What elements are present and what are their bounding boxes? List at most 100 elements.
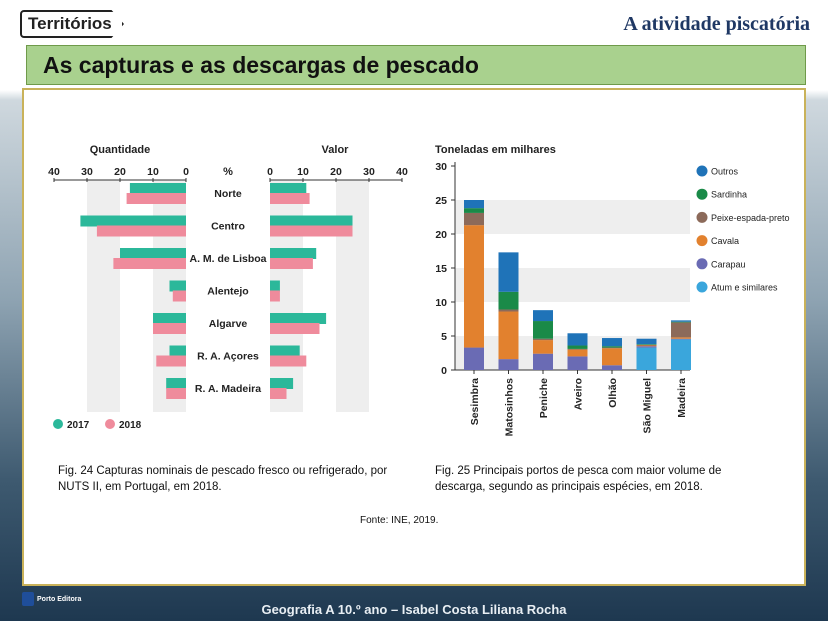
bar-segment-carapau (498, 359, 519, 370)
quantidade-bar-2017 (129, 183, 186, 194)
slide-title-text: As capturas e as descargas de pescado (43, 51, 479, 78)
bar-segment-peixe-espada-preto (533, 338, 553, 341)
y-tick-label: 30 (435, 161, 447, 173)
center-unit-label: % (223, 166, 233, 178)
bar-segment-carapau (671, 338, 691, 340)
valor-bar-2018 (270, 193, 310, 204)
valor-bar-2017 (270, 215, 353, 227)
bar-segment-cavala (671, 337, 691, 339)
legend-label: Peixe-espada-preto (711, 213, 790, 223)
legend-label: 2017 (67, 420, 90, 431)
legend-swatch (696, 211, 708, 223)
bar-segment-cavala (602, 348, 622, 366)
valor-bar-2018 (270, 290, 280, 302)
right-tick-label: 20 (330, 166, 342, 178)
port-label: Peniche (538, 378, 550, 418)
bar-segment-outros (464, 200, 484, 209)
slide-title: As capturas e as descargas de pescado (26, 45, 806, 85)
quantidade-bar-2018 (166, 388, 186, 399)
quantidade-bar-2017 (153, 313, 186, 324)
bar-segment-carapau (602, 365, 622, 370)
bar-segment-cavala (464, 225, 484, 348)
region-label: Algarve (209, 318, 248, 330)
bar-segment-sardinha (671, 321, 691, 323)
port-label: Madeira (676, 378, 688, 418)
logo-text: Territórios (28, 14, 112, 33)
right-chart-title: Valor (322, 144, 350, 156)
legend-label: Carapau (711, 259, 746, 269)
y-tick-label: 20 (435, 229, 447, 241)
valor-bar-2017 (270, 280, 280, 292)
quantidade-bar-2017 (166, 378, 186, 389)
region-label: R. A. Açores (197, 351, 259, 363)
bar-segment-cavala (533, 340, 553, 354)
legend-swatch (696, 258, 708, 270)
porto-editora-icon (22, 592, 34, 606)
section-title: A atividade piscatória (623, 13, 810, 35)
region-label: R. A. Madeira (195, 383, 261, 395)
bar-segment-sardinha (602, 346, 622, 348)
bar-segment-peixe-espada-preto (464, 212, 484, 226)
territorios-logo: Territórios (20, 10, 124, 38)
quantidade-bar-2018 (126, 193, 186, 204)
y-tick-label: 15 (435, 263, 447, 275)
y-tick-label: 5 (441, 331, 447, 343)
right-tick-label: 0 (267, 166, 273, 178)
y-tick-label: 25 (435, 195, 447, 207)
bar-segment-atum-e-similares (671, 339, 691, 370)
valor-bar-2018 (270, 225, 353, 237)
porto-editora-logo: Porto Editora (22, 590, 81, 608)
left-tick-label: 20 (114, 166, 126, 178)
legend-swatch (696, 188, 708, 200)
legend-label: Sardinha (711, 190, 747, 200)
grid-band (455, 200, 690, 234)
bar-segment-carapau (533, 353, 553, 370)
quantidade-bar-2017 (80, 215, 186, 227)
fig25-caption: Fig. 25 Principais portos de pesca com m… (435, 465, 722, 493)
bar-segment-peixe-espada-preto (567, 348, 588, 350)
bar-segment-outros (498, 252, 519, 292)
footer-credits: Geografia A 10.º ano – Isabel Costa Lili… (261, 602, 567, 617)
region-label: Alentejo (207, 286, 248, 298)
bar-segment-outros (567, 333, 588, 346)
valor-bar-2018 (270, 355, 307, 367)
region-label: Norte (214, 188, 242, 200)
port-label: São Miguel (642, 378, 654, 434)
quantidade-bar-2018 (113, 258, 186, 269)
quantidade-bar-2018 (172, 290, 186, 302)
port-label: Matosinhos (504, 378, 516, 436)
legend-label: Outros (711, 167, 739, 177)
bar-segment-sardinha (498, 291, 519, 310)
valor-bar-2017 (270, 345, 300, 357)
valor-bar-2017 (270, 378, 294, 389)
bar-segment-peixe-espada-preto (636, 344, 657, 346)
fig24-caption: Fig. 24 Capturas nominais de pescado fre… (58, 465, 388, 493)
valor-bar-2017 (270, 313, 327, 324)
legend-swatch-2018 (105, 419, 115, 429)
bar-segment-sardinha (636, 344, 657, 345)
valor-bar-2017 (270, 183, 307, 194)
right-tick-label: 40 (396, 166, 408, 178)
legend-swatch (696, 165, 708, 177)
bar-segment-outros (671, 320, 691, 322)
bar-segment-cavala (636, 345, 657, 347)
bar-segment-carapau (636, 346, 657, 348)
bar-segment-sardinha (464, 208, 484, 213)
legend-label: Atum e similares (711, 283, 778, 293)
quantidade-bar-2018 (156, 355, 186, 367)
quantidade-bar-2018 (153, 323, 186, 334)
valor-bar-2018 (270, 323, 320, 334)
region-label: Centro (211, 221, 245, 233)
legend-label: Cavala (711, 236, 739, 246)
valor-bar-2018 (270, 388, 287, 399)
bar-segment-outros (533, 310, 553, 322)
y-tick-label: 0 (441, 365, 447, 377)
port-label: Aveiro (573, 378, 585, 410)
bar-segment-carapau (567, 356, 588, 370)
valor-bar-2018 (270, 258, 313, 269)
bar-segment-peixe-espada-preto (602, 347, 622, 349)
bar-segment-cavala (498, 311, 519, 360)
quantidade-bar-2017 (169, 345, 186, 357)
